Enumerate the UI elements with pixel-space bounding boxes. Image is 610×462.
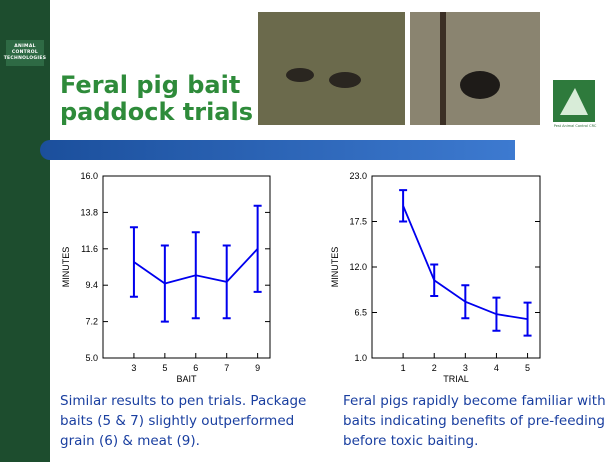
x-axis-label: BAIT bbox=[176, 374, 197, 384]
photo-detail bbox=[286, 68, 314, 82]
x-tick-label: 9 bbox=[255, 363, 260, 373]
x-tick-label: 3 bbox=[131, 363, 136, 373]
error-bar bbox=[130, 227, 138, 296]
x-axis-label: TRIAL bbox=[443, 374, 469, 384]
y-tick-label: 5.0 bbox=[85, 353, 98, 363]
accent-band bbox=[40, 140, 515, 160]
y-axis-label: MINUTES bbox=[330, 247, 340, 288]
logo-text: Pest Animal Control CRC bbox=[540, 124, 610, 128]
y-axis-label: MINUTES bbox=[61, 247, 71, 288]
y-tick-label: 13.8 bbox=[80, 207, 98, 217]
caption: Similar results to pen trials. Package b… bbox=[60, 391, 330, 451]
photo-detail bbox=[460, 71, 500, 99]
side-bar bbox=[0, 0, 50, 462]
logo-text: ANIMAL CONTROL TECHNOLOGIES bbox=[2, 44, 48, 62]
x-tick-label: 3 bbox=[463, 363, 468, 373]
y-tick-label: 6.5 bbox=[354, 308, 367, 318]
x-tick-label: 2 bbox=[432, 363, 437, 373]
photo-detail bbox=[440, 12, 446, 125]
slide-title: Feral pig bait paddock trials bbox=[60, 72, 260, 126]
y-tick-label: 9.4 bbox=[85, 280, 98, 290]
x-tick-label: 5 bbox=[162, 363, 167, 373]
caption: Feral pigs rapidly become familiar with … bbox=[343, 391, 610, 451]
error-bar bbox=[430, 265, 438, 296]
y-tick-label: 11.6 bbox=[81, 244, 98, 254]
photo bbox=[410, 12, 540, 125]
y-tick-label: 16.0 bbox=[80, 171, 98, 181]
y-tick-label: 23.0 bbox=[349, 171, 367, 181]
plot-frame bbox=[103, 176, 270, 358]
x-tick-label: 4 bbox=[494, 363, 499, 373]
x-tick-label: 5 bbox=[525, 363, 530, 373]
x-tick-label: 6 bbox=[193, 363, 198, 373]
error-bar bbox=[254, 206, 262, 292]
y-tick-label: 12.0 bbox=[349, 262, 367, 272]
photo bbox=[258, 12, 405, 125]
x-tick-label: 7 bbox=[224, 363, 229, 373]
error-bar bbox=[399, 190, 407, 221]
plot-frame bbox=[372, 176, 540, 358]
slide: 5.0 7.2 9.4 11.6 13.8 16.0 3 5 6 7 9 BAIT MINUTES 1.0… bbox=[0, 0, 610, 462]
error-bar bbox=[461, 285, 469, 318]
y-tick-label: 7.2 bbox=[85, 317, 98, 327]
photo-detail bbox=[329, 72, 361, 88]
y-tick-label: 1.0 bbox=[354, 353, 367, 363]
x-tick-label: 1 bbox=[401, 363, 406, 373]
y-tick-label: 17.5 bbox=[349, 217, 367, 227]
